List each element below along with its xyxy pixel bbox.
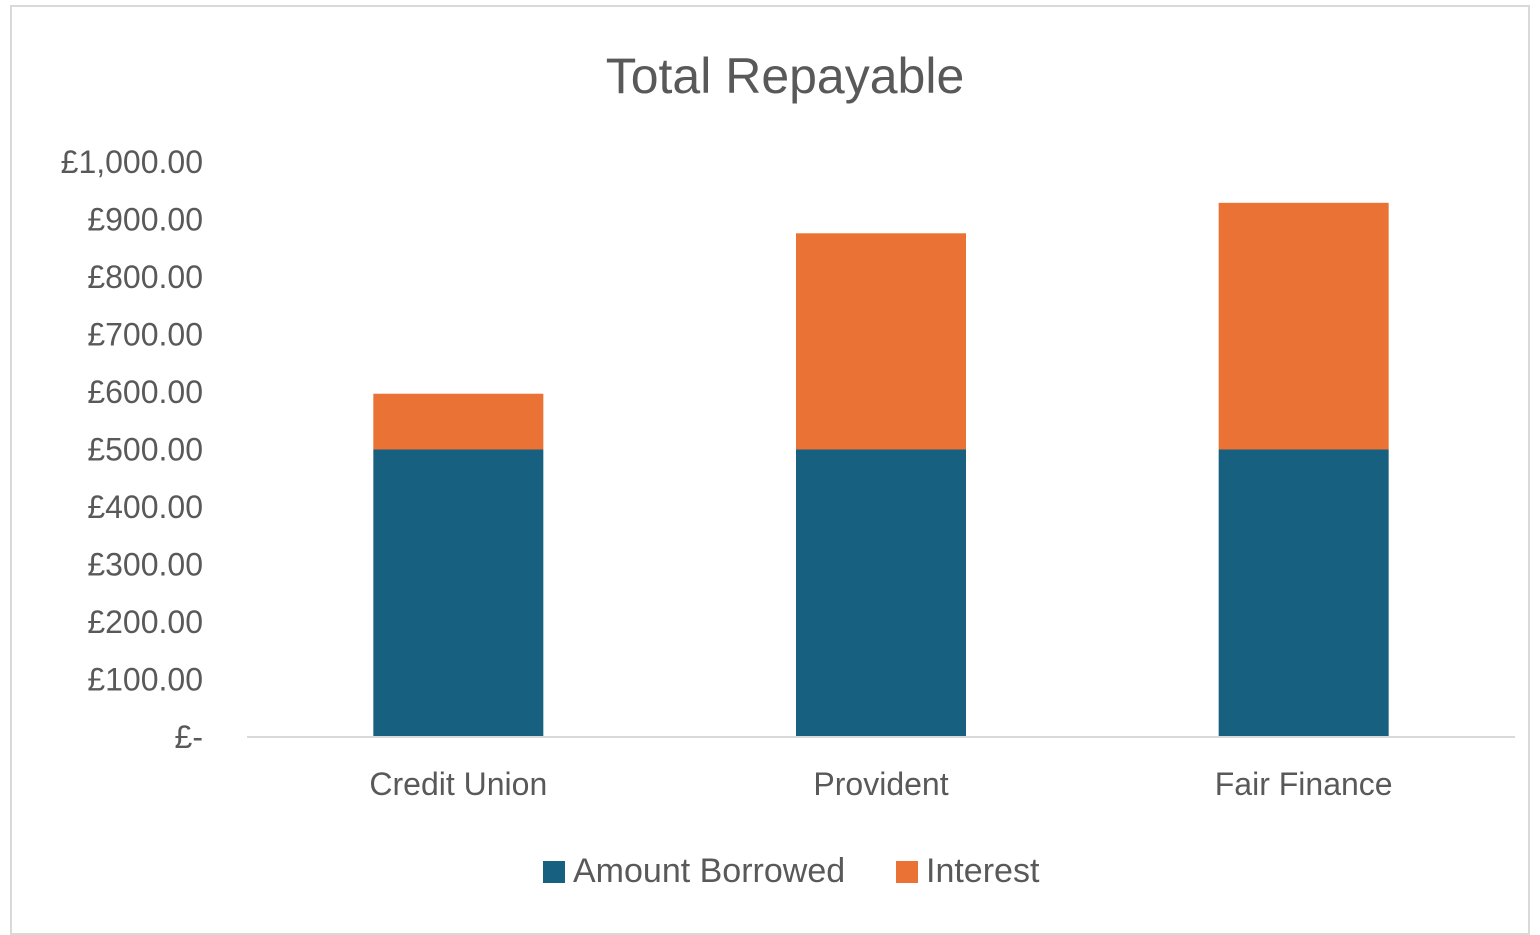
bar-amount-borrowed-credit-union (373, 449, 544, 737)
legend: Amount Borrowed Interest (543, 852, 1040, 890)
y-tick-label: £1,000.00 (61, 144, 203, 180)
y-tick-label: £800.00 (87, 259, 203, 295)
y-tick-label: £700.00 (87, 317, 203, 353)
y-tick-label: £900.00 (87, 202, 203, 238)
x-axis-categories: Credit Union Provident Fair Finance (369, 766, 1392, 802)
y-tick-label: £200.00 (87, 604, 203, 640)
legend-swatch (896, 861, 918, 883)
y-tick-label: £300.00 (87, 547, 203, 583)
x-category-label: Provident (813, 766, 948, 802)
x-category-label: Credit Union (369, 766, 547, 802)
x-category-label: Fair Finance (1215, 766, 1393, 802)
y-tick-label: £400.00 (87, 489, 203, 525)
y-tick-label: £- (175, 719, 203, 755)
bar-amount-borrowed-provident (796, 449, 966, 737)
y-tick-label: £100.00 (87, 662, 203, 698)
chart-title: Total Repayable (606, 48, 965, 104)
legend-swatch (543, 861, 565, 883)
bar-interest-fair-finance (1218, 202, 1389, 450)
y-axis-ticks: £- £100.00 £200.00 £300.00 £400.00 £500.00 £60… (61, 144, 203, 755)
y-tick-label: £600.00 (87, 374, 203, 410)
legend-label: Interest (926, 852, 1040, 890)
bar-interest-credit-union (373, 393, 544, 450)
bar-interest-provident (796, 233, 966, 450)
legend-label: Amount Borrowed (573, 852, 845, 890)
y-tick-label: £500.00 (87, 432, 203, 468)
bars (373, 202, 1389, 737)
bar-amount-borrowed-fair-finance (1218, 449, 1389, 737)
